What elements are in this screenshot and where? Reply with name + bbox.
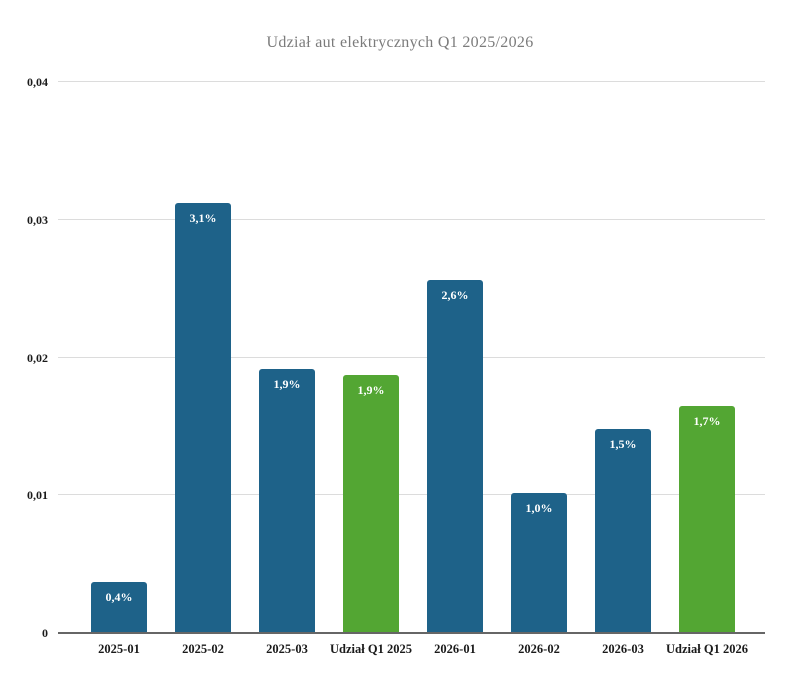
gridline-y-1: 0,01 <box>27 488 765 502</box>
bar-column: 3,1% 2025-02 <box>175 82 231 656</box>
x-tick-label: 2025-02 <box>182 642 224 656</box>
x-tick-label: 2025-03 <box>266 642 308 656</box>
bar-2026-01: 2,6% <box>427 280 483 633</box>
y-tick-label: 0,04 <box>27 75 48 89</box>
x-tick-label: 2026-02 <box>518 642 560 656</box>
x-tick-label: Udział Q1 2026 <box>666 642 748 656</box>
bar-2025-01: 0,4% <box>91 582 147 633</box>
y-tick-label: 0 <box>42 626 48 640</box>
bar-value-label: 3,1% <box>189 211 217 226</box>
bar-value-label: 0,4% <box>105 590 133 605</box>
bar-value-label: 1,5% <box>609 437 637 452</box>
bar-2026-03: 1,5% <box>595 429 651 633</box>
chart-title: Udział aut elektrycznych Q1 2025/2026 <box>266 34 534 51</box>
bar-column: 1,5% 2026-03 <box>595 82 651 656</box>
bar-value-label: 1,9% <box>357 383 385 398</box>
bar-Udział Q1 2025: 1,9% <box>343 375 399 633</box>
x-axis-line <box>58 632 765 634</box>
bar-value-label: 1,0% <box>525 500 553 515</box>
x-tick-label: 2026-01 <box>434 642 476 656</box>
bar-2025-03: 1,9% <box>259 368 315 633</box>
bar-2026-02: 1,0% <box>511 492 567 633</box>
bar-2025-02: 3,1% <box>175 203 231 633</box>
gridline-y-3: 0,03 <box>27 213 765 227</box>
bar-Udział Q1 2026: 1,7% <box>679 405 735 633</box>
bar-column: 1,9% Udział Q1 2025 <box>330 82 412 656</box>
bar-column: 1,9% 2025-03 <box>259 82 315 656</box>
bar-column: 1,7% Udział Q1 2026 <box>666 82 748 656</box>
x-tick-label: Udział Q1 2025 <box>330 642 412 656</box>
y-tick-label: 0,01 <box>27 488 48 503</box>
y-tick-label: 0,03 <box>27 212 48 227</box>
x-tick-label: 2026-03 <box>602 642 644 656</box>
bar-value-label: 1,9% <box>273 376 301 391</box>
bar-column: 2,6% 2026-01 <box>427 82 483 656</box>
y-tick-label: 0,02 <box>27 350 48 365</box>
gridline-y-2: 0,02 <box>27 351 765 365</box>
bar-column: 0,4% 2025-01 <box>91 82 147 656</box>
bar-value-label: 1,7% <box>693 413 721 428</box>
bar-value-label: 2,6% <box>441 288 469 303</box>
bars-container: 0,4% 2025-01 3,1% 2025-02 1,9% 2025-03 1,9% Udz… <box>58 82 765 656</box>
plot-area: 0 0,01 0,02 0,03 0,04 0,4% 2025-01 3,1% 2025-02… <box>27 75 765 656</box>
bar-column: 1,0% 2026-02 <box>511 82 567 656</box>
x-tick-label: 2025-01 <box>98 642 140 656</box>
gridline-y-4: 0,04 <box>27 75 765 89</box>
